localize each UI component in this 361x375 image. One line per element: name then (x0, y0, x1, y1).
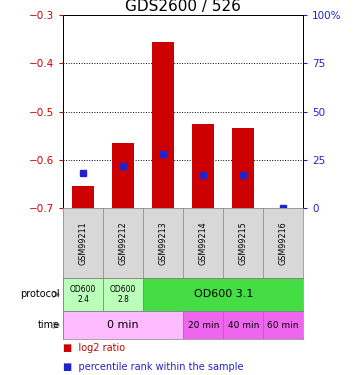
Text: ■  percentile rank within the sample: ■ percentile rank within the sample (63, 362, 244, 372)
Text: GSM99211: GSM99211 (79, 221, 88, 265)
Text: ■  log2 ratio: ■ log2 ratio (63, 343, 125, 353)
Text: GSM99212: GSM99212 (119, 221, 128, 265)
Text: OD600
2.8: OD600 2.8 (110, 285, 136, 304)
Bar (63, 311, 183, 339)
Bar (263, 311, 303, 339)
Bar (103, 278, 143, 311)
Bar (223, 311, 263, 339)
Bar (143, 278, 303, 311)
Text: 0 min: 0 min (107, 320, 139, 330)
Bar (152, 42, 174, 208)
Text: GSM99215: GSM99215 (239, 221, 248, 265)
Bar (183, 311, 223, 339)
Bar (63, 278, 103, 311)
Bar (232, 129, 254, 208)
Text: time: time (38, 320, 60, 330)
Text: 20 min: 20 min (187, 321, 219, 330)
Text: GSM99214: GSM99214 (199, 221, 208, 265)
Text: 40 min: 40 min (227, 321, 259, 330)
Text: protocol: protocol (20, 290, 60, 299)
Text: 60 min: 60 min (268, 321, 299, 330)
Bar (112, 143, 134, 208)
Bar (72, 186, 94, 208)
Text: OD600 3.1: OD600 3.1 (193, 290, 253, 299)
Title: GDS2600 / 526: GDS2600 / 526 (125, 0, 241, 14)
Text: OD600
2.4: OD600 2.4 (70, 285, 96, 304)
Text: GSM99216: GSM99216 (279, 221, 288, 265)
Bar (192, 124, 214, 208)
Text: GSM99213: GSM99213 (159, 221, 168, 265)
